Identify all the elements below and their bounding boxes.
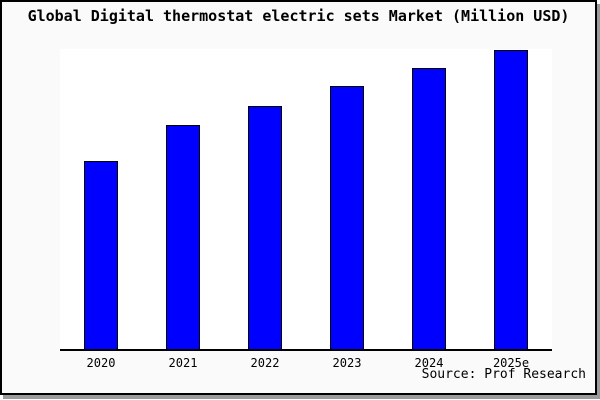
x-axis-line (60, 349, 552, 351)
bar-2021 (166, 125, 200, 349)
bar-2025e (494, 50, 528, 349)
source-credit: Source: Prof Research (421, 367, 586, 382)
chart-title: Global Digital thermostat electric sets … (27, 7, 570, 25)
x-tick-2020: 2020 (86, 356, 116, 370)
x-tick-2024: 2024 (414, 356, 444, 370)
x-axis-labels: 2020 2021 2022 2023 2024 2025e (60, 356, 552, 371)
x-tick-2021: 2021 (168, 356, 198, 370)
x-tick-2022: 2022 (250, 356, 280, 370)
x-tick-2025e: 2025e (492, 356, 530, 370)
plot-area (60, 49, 552, 349)
bar-2020 (84, 161, 118, 349)
bar-2024 (412, 68, 446, 349)
bar-2022 (248, 106, 282, 349)
bar-2023 (330, 86, 364, 349)
x-tick-2023: 2023 (332, 356, 362, 370)
